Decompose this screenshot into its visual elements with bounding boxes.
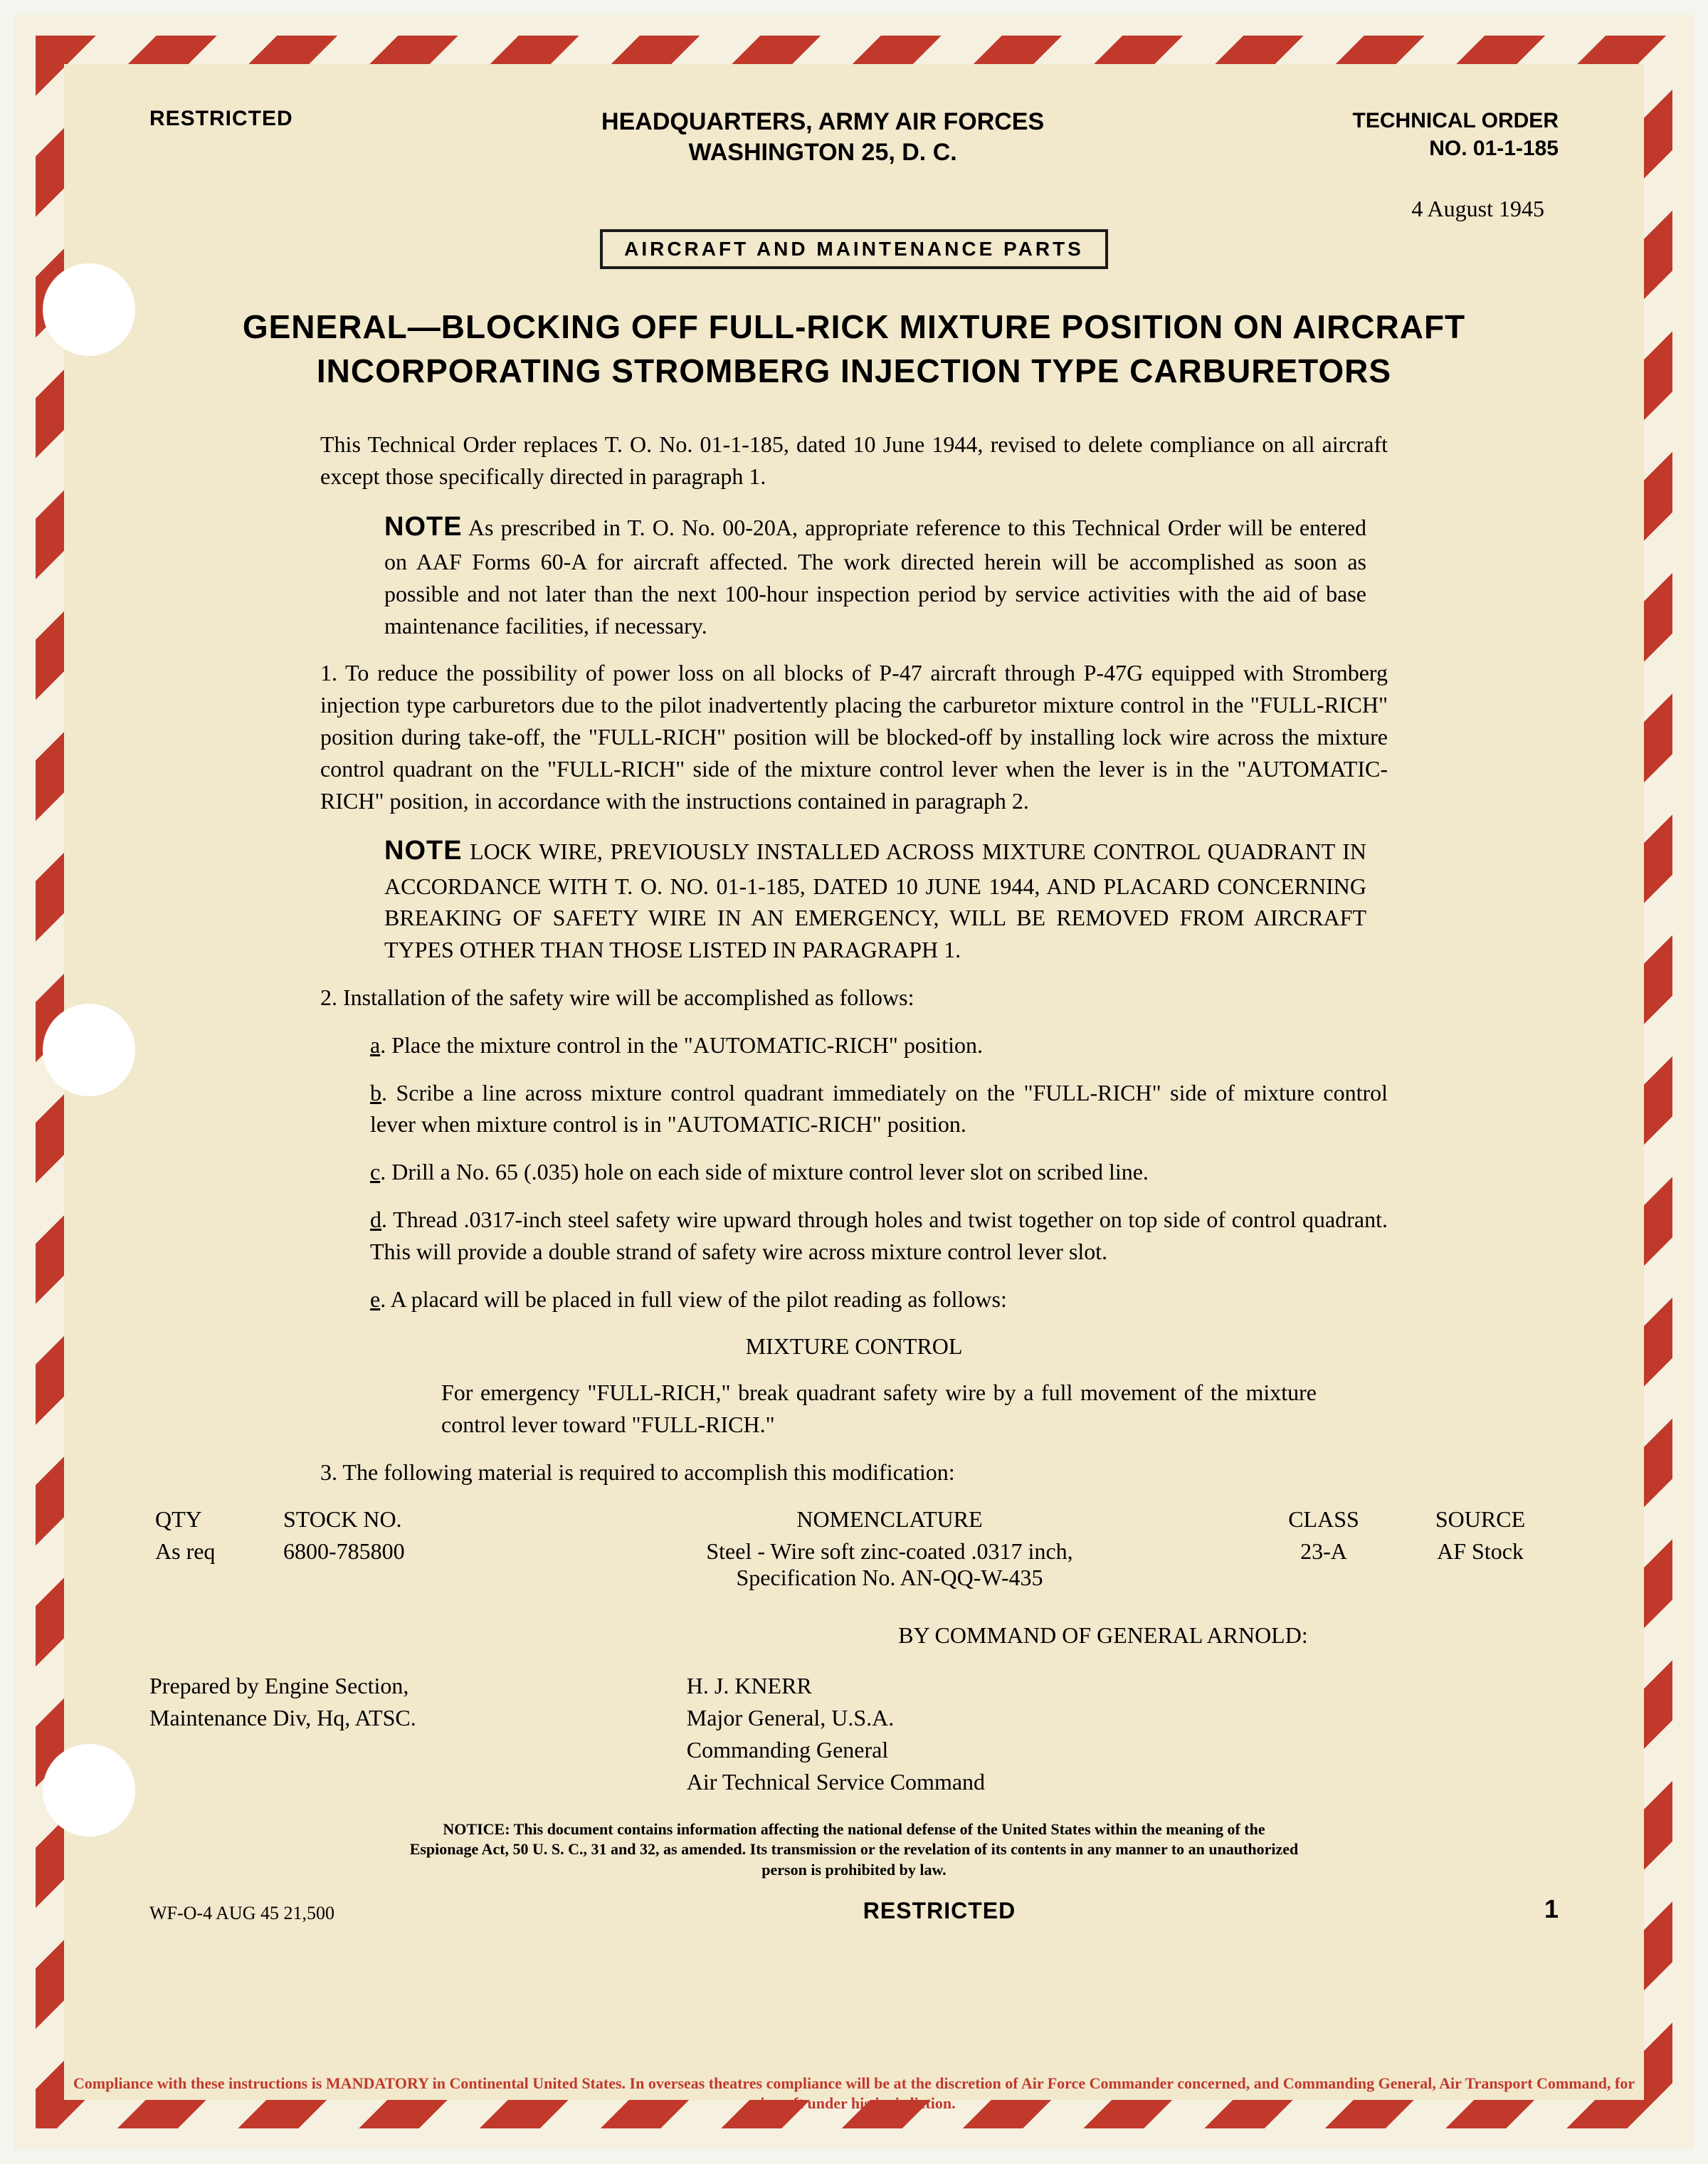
table-cell: 23-A [1245,1535,1402,1594]
punch-hole [43,1004,135,1096]
classification-top: RESTRICTED [149,107,293,131]
classification-bottom: RESTRICTED [863,1898,1016,1924]
prepared-by: Prepared by Engine Section, Maintenance … [149,1670,416,1797]
signatory-rank: Major General, U.S.A. [687,1702,1559,1734]
hq-line: HEADQUARTERS, ARMY AIR FORCES [601,107,1044,137]
note-block: NOTE LOCK WIRE, PREVIOUSLY INSTALLED ACR… [320,832,1388,966]
date: 4 August 1945 [149,196,1559,222]
paragraph-1: 1. To reduce the possibility of power lo… [320,657,1388,816]
footer-row: WF-O-4 AUG 45 21,500 RESTRICTED 1 [149,1894,1559,1924]
note-text: As prescribed in T. O. No. 00-20A, appro… [384,515,1366,639]
category-box: AIRCRAFT AND MAINTENANCE PARTS [600,229,1108,269]
table-cell: 6800-785800 [278,1535,534,1594]
compliance-notice: Compliance with these instructions is MA… [57,2074,1651,2114]
document-paper: RESTRICTED HEADQUARTERS, ARMY AIR FORCES… [64,64,1644,2100]
print-code: WF-O-4 AUG 45 21,500 [149,1903,334,1924]
body-text: This Technical Order replaces T. O. No. … [320,429,1388,1488]
table-header-class: CLASS [1245,1503,1402,1535]
step-e: e. A placard will be placed in full view… [320,1283,1388,1315]
placard-body: For emergency "FULL-RICH," break quadran… [320,1377,1388,1441]
title-line: INCORPORATING STROMBERG INJECTION TYPE C… [149,349,1559,393]
header-row: RESTRICTED HEADQUARTERS, ARMY AIR FORCES… [149,107,1559,167]
table-cell: As req [149,1535,278,1594]
table-header-nomenclature: NOMENCLATURE [534,1503,1245,1535]
signatory-name: H. J. KNERR [687,1670,1559,1702]
signatory-title: Air Technical Service Command [687,1766,1559,1798]
headquarters-block: HEADQUARTERS, ARMY AIR FORCES WASHINGTON… [601,107,1044,167]
tech-order-block: TECHNICAL ORDER NO. 01-1-185 [1353,107,1559,162]
materials-table: QTY STOCK NO. NOMENCLATURE CLASS SOURCE … [149,1503,1559,1594]
command-authority: BY COMMAND OF GENERAL ARNOLD: [648,1622,1559,1649]
note-label: NOTE [384,512,463,542]
table-cell: AF Stock [1402,1535,1559,1594]
punch-hole [43,1744,135,1837]
punch-hole [43,263,135,356]
note-block: NOTE As prescribed in T. O. No. 00-20A, … [320,508,1388,642]
striped-border: RESTRICTED HEADQUARTERS, ARMY AIR FORCES… [36,36,1672,2128]
signatory: H. J. KNERR Major General, U.S.A. Comman… [416,1670,1559,1797]
signature-block: Prepared by Engine Section, Maintenance … [149,1670,1559,1797]
page: Compliance with these instructions is MA… [14,14,1694,2150]
signatory-title: Commanding General [687,1734,1559,1766]
step-a: a. Place the mixture control in the "AUT… [320,1029,1388,1061]
security-notice: NOTICE: This document contains informati… [409,1819,1299,1881]
title-line: GENERAL—BLOCKING OFF FULL-RICK MIXTURE P… [149,305,1559,349]
placard-title: MIXTURE CONTROL [320,1330,1388,1362]
document-title: GENERAL—BLOCKING OFF FULL-RICK MIXTURE P… [149,305,1559,393]
intro-paragraph: This Technical Order replaces T. O. No. … [320,429,1388,493]
table-header-stock: STOCK NO. [278,1503,534,1535]
paragraph-3: 3. The following material is required to… [320,1456,1388,1488]
page-number: 1 [1544,1894,1559,1924]
note-text: LOCK WIRE, PREVIOUSLY INSTALLED ACROSS M… [384,839,1366,962]
tech-order-number: NO. 01-1-185 [1353,135,1559,162]
paragraph-2: 2. Installation of the safety wire will … [320,982,1388,1014]
step-d: d. Thread .0317-inch steel safety wire u… [320,1204,1388,1268]
step-c: c. Drill a No. 65 (.035) hole on each si… [320,1156,1388,1188]
table-header-source: SOURCE [1402,1503,1559,1535]
table-header-qty: QTY [149,1503,278,1535]
note-label: NOTE [384,836,463,866]
table-cell: Steel - Wire soft zinc-coated .0317 inch… [534,1535,1245,1594]
step-b: b. Scribe a line across mixture control … [320,1077,1388,1141]
tech-order-label: TECHNICAL ORDER [1353,107,1559,135]
hq-line: WASHINGTON 25, D. C. [601,137,1044,168]
